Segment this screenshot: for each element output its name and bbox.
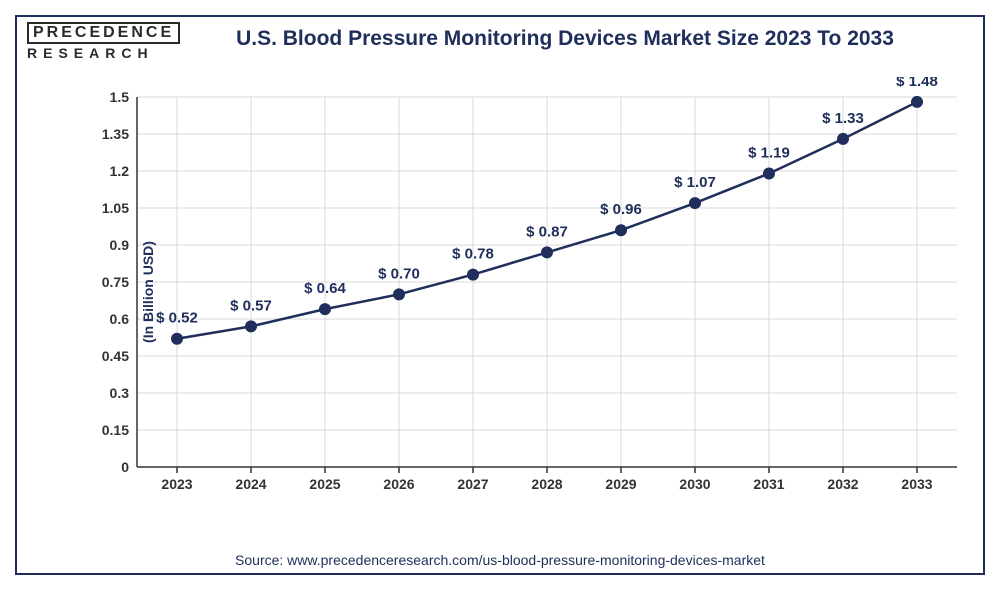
- svg-text:2023: 2023: [161, 476, 192, 492]
- logo-line2: RESEARCH: [27, 45, 147, 61]
- svg-text:2025: 2025: [309, 476, 340, 492]
- y-axis-label: (In Billion USD): [140, 241, 156, 343]
- svg-text:1.5: 1.5: [110, 89, 130, 105]
- svg-text:2026: 2026: [383, 476, 414, 492]
- svg-text:0.9: 0.9: [110, 237, 130, 253]
- svg-text:$ 0.52: $ 0.52: [156, 310, 198, 327]
- svg-text:0.75: 0.75: [102, 274, 129, 290]
- svg-text:$ 0.70: $ 0.70: [378, 265, 420, 282]
- svg-text:$ 1.33: $ 1.33: [822, 110, 864, 127]
- svg-text:0.45: 0.45: [102, 348, 129, 364]
- svg-text:0: 0: [121, 459, 129, 475]
- svg-text:2029: 2029: [605, 476, 636, 492]
- svg-text:$ 1.48: $ 1.48: [896, 77, 938, 90]
- line-chart-svg: 0 0.15 0.3 0.45 0.6 0.75 0.9 1.05 1.2 1.35 1.5 2023…: [87, 77, 967, 507]
- svg-text:1.35: 1.35: [102, 126, 129, 142]
- svg-text:1.2: 1.2: [110, 163, 130, 179]
- chart-frame: PRECEDENCE RESEARCH U.S. Blood Pressure …: [15, 15, 985, 575]
- svg-text:2030: 2030: [679, 476, 710, 492]
- plot-area: (In Billion USD) 0 0.15 0.3 0.45 0.6 0.75 0.9 1…: [87, 77, 967, 507]
- logo-line1: PRECEDENCE: [27, 22, 180, 44]
- svg-text:$ 1.07: $ 1.07: [674, 174, 716, 191]
- svg-text:$ 0.78: $ 0.78: [452, 246, 494, 263]
- svg-text:2033: 2033: [901, 476, 932, 492]
- svg-text:2031: 2031: [753, 476, 784, 492]
- svg-text:$ 0.64: $ 0.64: [304, 280, 346, 297]
- source-citation: Source: www.precedenceresearch.com/us-bl…: [17, 552, 983, 568]
- svg-text:2028: 2028: [531, 476, 562, 492]
- svg-text:1.05: 1.05: [102, 200, 129, 216]
- svg-text:$ 0.87: $ 0.87: [526, 223, 568, 240]
- svg-text:2032: 2032: [827, 476, 858, 492]
- svg-text:0.6: 0.6: [110, 311, 130, 327]
- svg-text:0.15: 0.15: [102, 422, 129, 438]
- svg-text:2024: 2024: [235, 476, 266, 492]
- svg-text:0.3: 0.3: [110, 385, 130, 401]
- svg-text:2027: 2027: [457, 476, 488, 492]
- svg-text:$ 0.96: $ 0.96: [600, 201, 642, 218]
- svg-text:$ 1.19: $ 1.19: [748, 144, 790, 161]
- svg-text:$ 0.57: $ 0.57: [230, 297, 272, 314]
- brand-logo: PRECEDENCE RESEARCH: [27, 22, 147, 61]
- chart-title: U.S. Blood Pressure Monitoring Devices M…: [167, 27, 963, 51]
